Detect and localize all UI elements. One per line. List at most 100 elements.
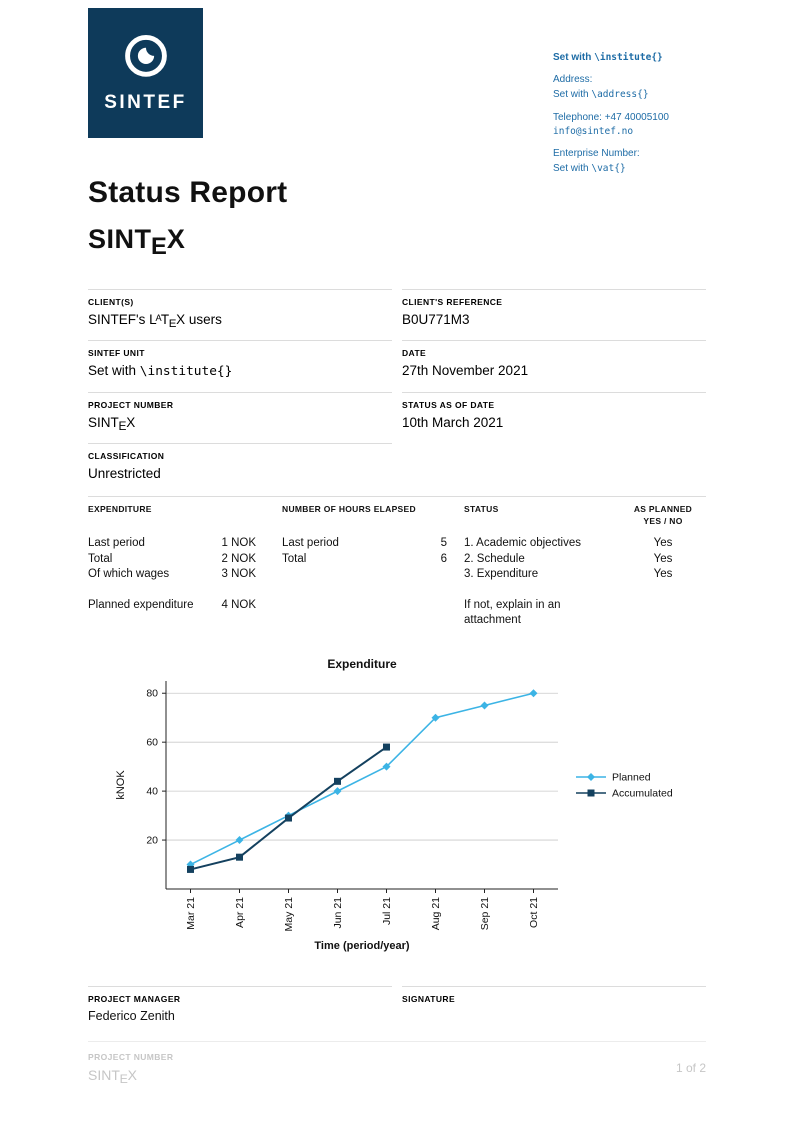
expenditure-column: EXPENDITURE Last period 1 NOK Total 2 NOK … [88,504,282,629]
chart-title: Expenditure [327,657,397,671]
footer-project-number-label: PROJECT NUMBER [88,1052,174,1062]
y-axis-label: kNOK [115,769,127,799]
status-item: 1. Academic objectives [464,537,581,549]
svg-text:Apr 21: Apr 21 [234,896,246,927]
svg-text:Sep 21: Sep 21 [479,896,491,929]
diamond-marker [235,835,244,844]
expenditure-chart-svg: Expenditure 20 40 60 80 Mar 21 Apr 21 May 21 Jun… [115,657,673,952]
contact-vat-macro: \vat{} [591,162,626,174]
report-fields: CLIENT(S) SINTEF's LATEX users CLIENT'S … [88,289,706,494]
square-marker [187,865,194,873]
field-status-date: STATUS AS OF DATE 10th March 2021 [402,392,706,443]
legend-label: Planned [612,771,651,783]
contact-institute: Set with \institute{} [553,50,723,65]
square-marker [587,789,595,796]
field-client-reference-label: CLIENT'S REFERENCE [402,297,503,307]
hours-row-label: Total [282,552,307,565]
contact-enterprise: Enterprise Number: Set with \vat{} [553,146,723,176]
exp-row-value: 1 NOK [221,537,256,549]
exp-row-label: Last period [88,537,145,549]
status-note: If not, explain in an attachment [464,598,561,627]
table-row: Total 2 NOK [88,552,282,568]
project-name-logo: SINTEX [88,224,706,260]
field-status-date-value: 10th March 2021 [402,415,504,430]
field-project-number: PROJECT NUMBER SINTEX [88,392,392,443]
square-marker [334,777,341,785]
field-date-label: DATE [402,348,427,358]
svg-text:Mar 21: Mar 21 [185,896,197,929]
project-name-dropped-e: E [151,232,168,260]
footer-pn-pre: SINT [88,1067,120,1083]
field-clients: CLIENT(S) SINTEF's LATEX users [88,289,392,340]
footer-project-number: PROJECT NUMBER SINTEX [88,1052,174,1086]
pn-post: X [126,415,136,430]
table-row: Of which wages 3 NOK [88,567,282,583]
hours-row-label: Last period [282,537,339,549]
sintef-logo-icon [124,34,167,77]
field-date-value: 27th November 2021 [402,363,529,378]
svg-text:Jul 21: Jul 21 [381,896,393,924]
field-classification-label: CLASSIFICATION [88,451,165,461]
unit-pre: Set with [88,363,140,378]
square-marker [236,853,243,861]
clients-post: X users [176,312,222,327]
footer-pn-dropped-e: E [119,1071,128,1086]
as-planned-value: Yes [653,568,673,580]
field-clients-value: SINTEF's LATEX users [88,312,392,330]
contact-address-text: Set with [553,89,592,101]
field-classification: CLASSIFICATION Unrestricted [88,443,392,494]
hours-column: NUMBER OF HOURS ELAPSED Last period 5 Tot… [282,504,464,629]
svg-text:60: 60 [146,736,158,748]
legend-label: Accumulated [612,787,673,799]
pn-pre: SINT [88,415,119,430]
page-title: Status Report [88,176,288,209]
contact-address-label: Address: [553,74,593,86]
project-manager-name: Federico Zenith [88,1008,175,1023]
page-footer: PROJECT NUMBER SINTEX 1 of 2 [88,1041,706,1123]
table-row: Last period 5 [282,536,464,552]
diamond-marker [382,762,391,771]
svg-text:Jun 21: Jun 21 [332,896,344,928]
footer-project-number-value: SINTEX [88,1067,173,1086]
field-status-date-label: STATUS AS OF DATE [402,400,495,410]
project-manager-cell: PROJECT MANAGER Federico Zenith [88,985,392,1049]
field-sintef-unit-label: SINTEF UNIT [88,348,145,358]
field-classification-value: Unrestricted [88,466,161,481]
pn-dropped-e: E [118,418,127,433]
status-header: STATUS [464,504,499,514]
signature-cell: SIGNATURE [402,985,706,1049]
field-sintef-unit-value: Set with \institute{} [88,363,392,379]
exp-row-value: 3 NOK [221,568,256,580]
project-name-pre: SINT [88,224,152,254]
status-item: 3. Expenditure [464,568,539,580]
square-marker [285,814,292,822]
square-marker [383,743,390,751]
exp-row-value: 2 NOK [221,552,256,565]
series-planned [190,691,534,865]
as-planned-value: Yes [653,552,673,565]
contact-enterprise-label: Enterprise Number: [553,147,640,159]
exp-row-label: Of which wages [88,568,170,580]
svg-text:80: 80 [146,687,158,699]
signature-label: SIGNATURE [402,993,456,1004]
contact-institute-text: Set with [553,52,595,63]
contact-block: Set with \institute{} Address: Set with … [553,50,723,183]
contact-telephone: Telephone: +47 40005100 [553,111,669,123]
expenditure-table: EXPENDITURE Last period 1 NOK Total 2 NOK … [88,496,706,629]
diamond-marker [431,713,440,722]
sintef-logo-text: SINTEF [104,92,187,113]
table-row: Last period 1 NOK [88,536,282,552]
unit-macro: \institute{} [139,364,233,379]
diamond-marker [333,786,342,795]
contact-address: Address: Set with \address{} [553,72,723,102]
table-row-planned-expenditure: Planned expenditure 4 NOK [88,598,282,614]
series-accumulated [190,745,388,870]
svg-text:May 21: May 21 [283,896,295,931]
sintef-logo: SINTEF [88,8,203,138]
page-number: 1 of 2 [675,1060,706,1075]
project-name-post: X [166,224,186,254]
contact-institute-macro: \institute{} [594,52,663,63]
x-axis-label: Time (period/year) [314,940,409,952]
exp-row-value: 4 NOK [221,598,256,611]
